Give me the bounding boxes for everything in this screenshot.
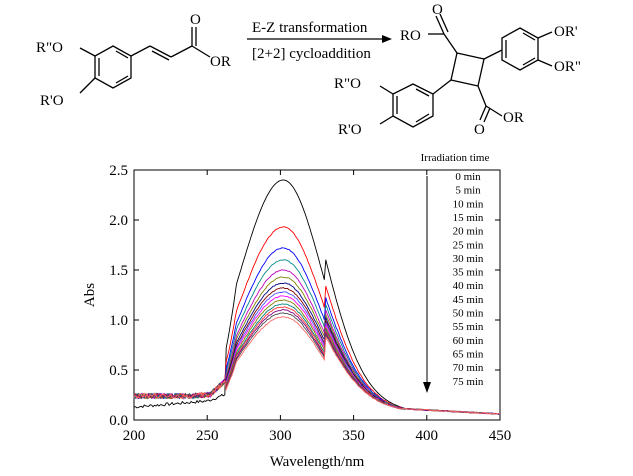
y-tick-label: 2.5	[109, 163, 128, 179]
product-bottom-or: OR	[503, 110, 524, 126]
uv-vis-chart: 200 250 300 350 400 450 0.0 0.5 1.0 1.5 2.0 2.5 Irr…	[82, 152, 511, 470]
x-tick-label: 450	[489, 428, 512, 444]
legend-entry: 45 min	[453, 294, 484, 306]
y-tick-label: 0.0	[109, 413, 128, 429]
reaction-scheme-labels: O OR R"O R'O E-Z transformation [2+2] cy…	[36, 2, 581, 138]
legend-arrow-head-icon	[423, 382, 431, 393]
product-left-aryl	[379, 79, 452, 128]
legend-entry: 65 min	[453, 348, 484, 360]
product-top-o: O	[432, 2, 443, 18]
series-lines	[133, 179, 501, 415]
x-tick-label: 250	[196, 428, 219, 444]
product-bottom-o: O	[474, 122, 485, 138]
y-tick-label: 1.5	[109, 263, 128, 279]
arrow-head-icon	[382, 35, 392, 43]
reactant-side-chain	[130, 27, 211, 61]
axis-ticks: 200 250 300 350 400 450 0.0 0.5 1.0 1.5 2.0 2.5	[109, 163, 511, 444]
legend-entry: 25 min	[453, 239, 484, 251]
y-tick-label: 2.0	[109, 213, 128, 229]
legend-title: Irradiation time	[421, 152, 490, 164]
product-top-ro: RO	[400, 28, 421, 44]
y-tick-label: 1.0	[109, 313, 128, 329]
cyclobutane-ring	[450, 52, 485, 87]
x-axis-label: Wavelength/nm	[270, 454, 365, 470]
legend-entry: 10 min	[453, 198, 484, 210]
legend-entry: 75 min	[453, 376, 484, 388]
legend-entry: 35 min	[453, 267, 484, 279]
reactant-carbonyl-o: O	[190, 12, 201, 28]
product-left-meta-substituent: R"O	[334, 76, 361, 92]
plot-frame	[133, 169, 501, 421]
reactant-para-substituent: R'O	[40, 93, 64, 109]
legend-entry: 15 min	[453, 212, 484, 224]
product-right-aryl	[483, 27, 553, 71]
series-line	[133, 179, 501, 415]
legend-entry: 5 min	[455, 185, 481, 197]
legend-entry: 60 min	[453, 335, 484, 347]
product-bottom-ester	[477, 85, 503, 123]
reactant-para-bond	[79, 77, 96, 94]
arrow-label-top: E-Z transformation	[252, 20, 368, 36]
reaction-scheme	[79, 13, 553, 128]
product-right-or-prime: OR'	[554, 24, 578, 40]
x-tick-label: 350	[342, 428, 365, 444]
product-top-ester	[428, 13, 458, 54]
legend-entry: 50 min	[453, 308, 484, 320]
x-tick-label: 400	[416, 428, 439, 444]
y-tick-label: 0.5	[109, 363, 128, 379]
legend-entry: 55 min	[453, 321, 484, 333]
legend-entry: 40 min	[453, 280, 484, 292]
y-axis-label: Abs	[82, 283, 98, 307]
product-right-or-dprime: OR"	[554, 59, 581, 75]
x-tick-label: 200	[123, 428, 146, 444]
legend-entry: 30 min	[453, 253, 484, 265]
x-tick-label: 300	[269, 428, 292, 444]
legend-entry: 20 min	[453, 226, 484, 238]
product-left-para-substituent: R'O	[338, 122, 362, 138]
legend-entry: 70 min	[453, 362, 484, 374]
reactant-meta-bond	[79, 47, 96, 57]
reactant-benzene-ring	[94, 45, 132, 89]
reactant-ester-or: OR	[210, 54, 231, 70]
arrow-label-bottom: [2+2] cycloaddition	[252, 46, 371, 62]
series-line	[133, 316, 501, 415]
legend-entry: 0 min	[455, 171, 481, 183]
reactant-meta-substituent: R"O	[36, 40, 63, 56]
